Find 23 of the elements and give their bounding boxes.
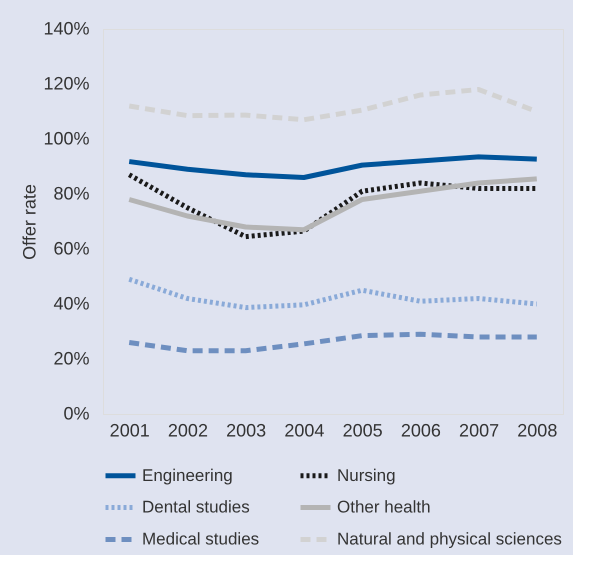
y-tick-label: 20% (53, 348, 90, 368)
y-tick-label: 0% (63, 404, 90, 424)
x-tick-label: 2002 (168, 420, 208, 440)
y-tick-label: 60% (53, 238, 90, 258)
x-tick-label: 2006 (400, 420, 441, 440)
legend-label: Engineering (142, 466, 233, 485)
legend-label: Dental studies (142, 498, 250, 516)
x-tick-label: 2005 (342, 420, 383, 440)
y-tick-label: 100% (43, 128, 90, 148)
legend-label: Natural and physical sciences (337, 530, 562, 548)
x-tick-label: 2004 (284, 420, 324, 440)
x-tick-label: 2003 (226, 420, 266, 440)
x-tick-label: 2007 (459, 420, 500, 440)
legend-label: Other health (337, 498, 431, 516)
y-axis-title: Offer rate (19, 184, 40, 260)
x-tick-label: 2001 (110, 420, 150, 440)
legend-label: Nursing (337, 466, 396, 485)
y-tick-label: 80% (53, 184, 90, 204)
x-tick-label: 2008 (517, 420, 558, 440)
y-tick-label: 140% (43, 18, 90, 38)
legend-label: Medical studies (142, 530, 260, 548)
y-tick-label: 40% (53, 294, 90, 314)
y-tick-label: 120% (43, 74, 90, 94)
